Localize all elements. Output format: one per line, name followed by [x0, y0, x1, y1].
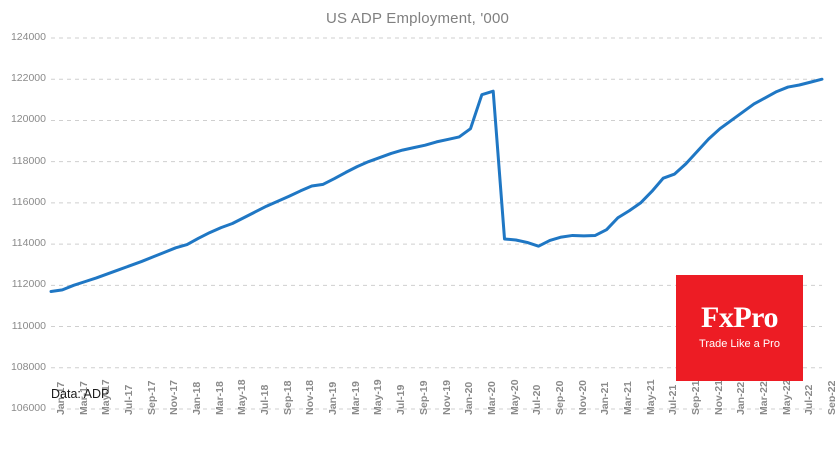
x-axis-tick-label: Mar-22	[757, 381, 770, 415]
y-axis-tick-label: 110000	[11, 319, 46, 332]
x-axis-tick-label: Mar-21	[621, 381, 634, 415]
x-axis-tick-label: Jul-20	[531, 384, 544, 415]
y-axis-tick-label: 112000	[11, 278, 46, 291]
x-axis-tick-label: Jul-21	[667, 384, 680, 415]
x-axis-tick-label: Mar-20	[485, 381, 498, 415]
x-axis-tick-label: Nov-20	[576, 379, 589, 415]
y-axis-tick-label: 116000	[11, 195, 46, 208]
y-axis-tick-label: 118000	[11, 154, 46, 167]
y-axis-tick-label: 124000	[10, 31, 46, 43]
x-axis-tick-label: Nov-17	[168, 379, 181, 415]
x-axis-tick-label: Sep-18	[281, 380, 294, 415]
x-axis-tick-label: Sep-22	[826, 380, 835, 415]
x-axis-tick-label: May-18	[236, 379, 249, 415]
y-axis-tick-label: 120000	[10, 113, 46, 126]
brand-name: FxPro	[701, 301, 778, 334]
y-axis-tick-label: 108000	[10, 360, 46, 373]
y-axis-tick-label: 114000	[11, 237, 46, 250]
x-axis-tick-label: Jan-18	[191, 381, 204, 415]
x-axis-tick-label: Mar-19	[349, 381, 362, 415]
x-axis-tick-label: Sep-19	[417, 380, 430, 415]
x-axis-tick-label: Nov-19	[440, 379, 453, 415]
x-axis-tick-label: Sep-21	[689, 380, 702, 415]
y-axis-tick-label: 106000	[10, 402, 46, 414]
data-series-line	[49, 77, 824, 294]
fxpro-logo: FxPro Trade Like a Pro	[676, 275, 803, 381]
x-axis-tick-label: Jan-19	[327, 381, 340, 415]
x-axis-tick-label: Jul-18	[259, 384, 272, 415]
x-axis-tick-label: May-21	[644, 379, 657, 415]
x-axis-tick-label: Jan-20	[463, 381, 476, 415]
x-axis-tick-label: May-22	[780, 379, 793, 415]
x-axis-tick-label: Jul-17	[123, 384, 136, 415]
x-axis-tick-label: May-19	[372, 379, 385, 415]
x-axis-tick-label: Nov-18	[304, 379, 317, 415]
y-axis-tick-label: 122000	[10, 72, 46, 85]
chart-title: US ADP Employment, '000	[325, 10, 510, 27]
x-axis-tick-label: Mar-18	[213, 381, 226, 415]
x-axis-tick-label: Sep-17	[145, 380, 158, 415]
x-axis-tick-label: Jan-22	[735, 381, 748, 415]
x-axis-tick-label: Sep-20	[553, 380, 566, 415]
data-source-note: Data: ADP	[51, 387, 110, 401]
x-axis-tick-label: Jul-19	[395, 384, 408, 415]
x-axis-tick-label: Nov-21	[712, 379, 725, 415]
x-axis-tick-label: Jul-22	[803, 384, 816, 415]
x-axis-tick-label: Jan-21	[599, 381, 612, 415]
x-axis-tick-label: May-20	[508, 379, 521, 415]
brand-tagline: Trade Like a Pro	[699, 338, 780, 350]
